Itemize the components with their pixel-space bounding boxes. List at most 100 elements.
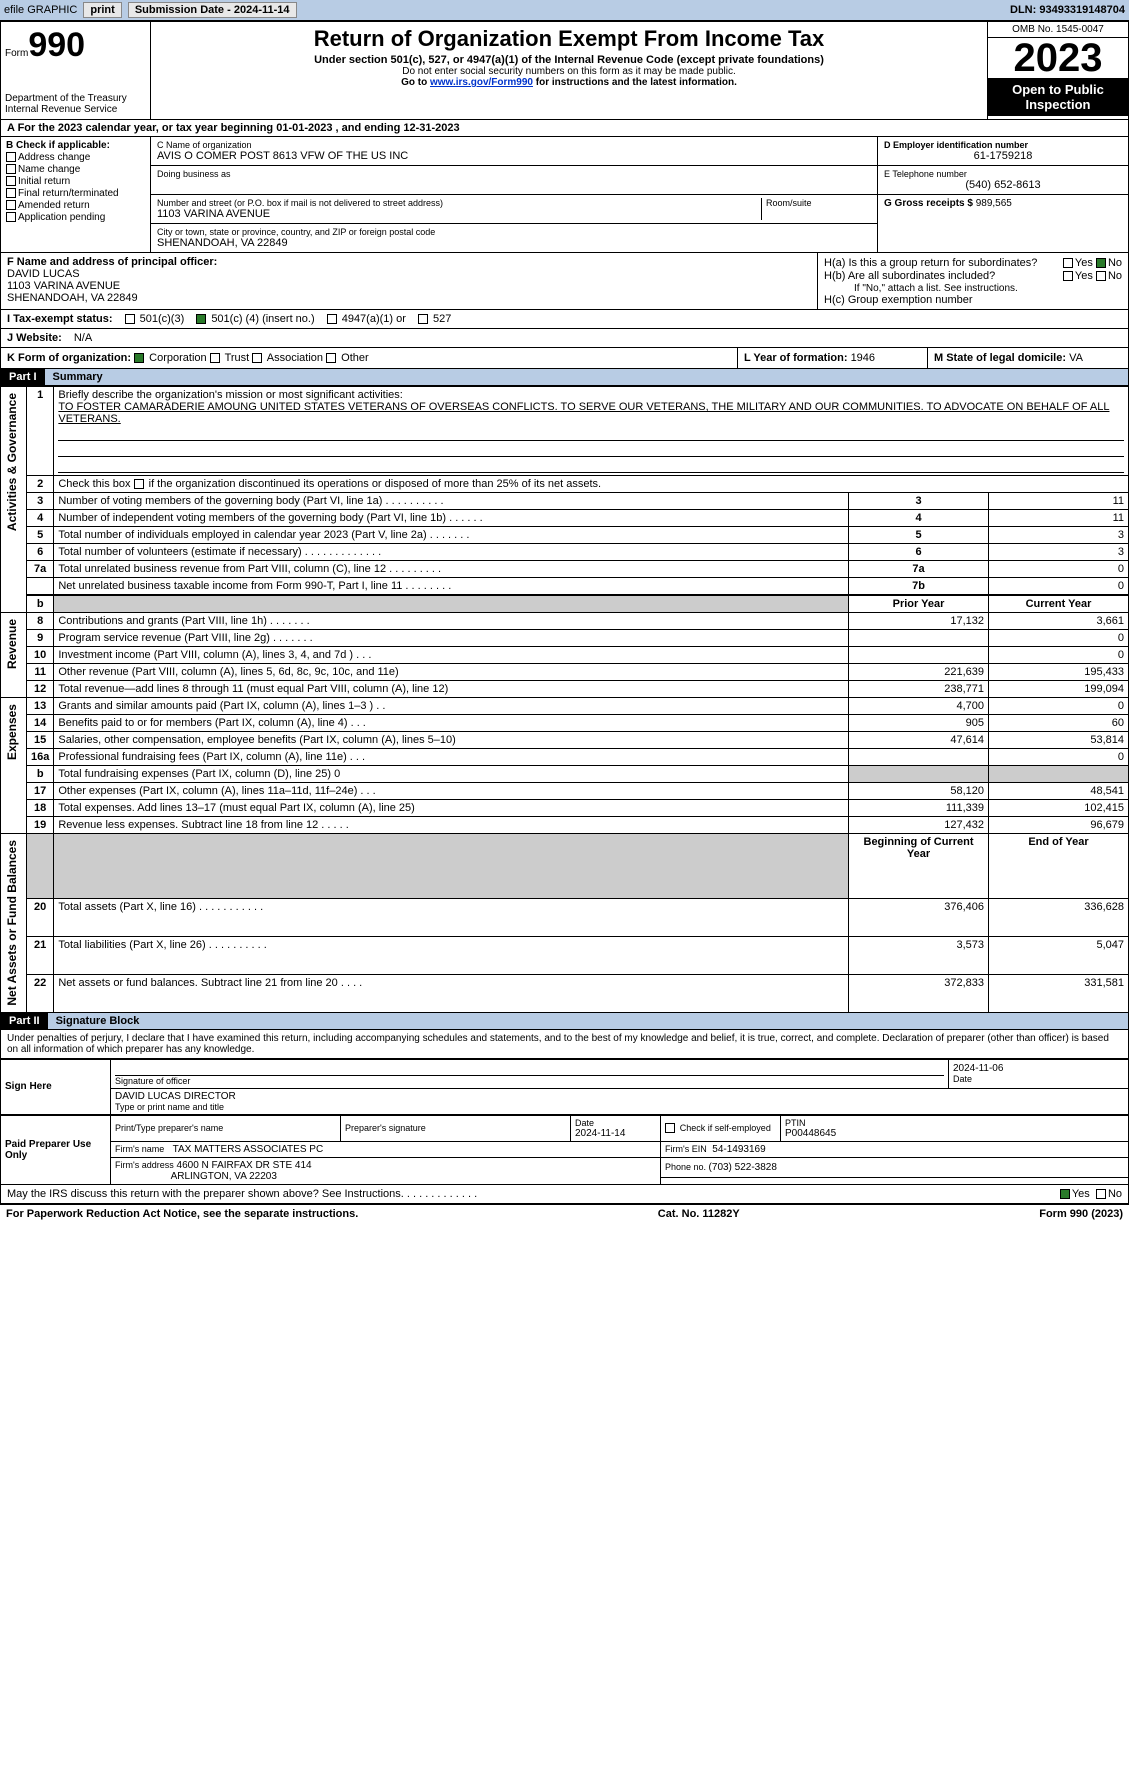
checkbox-icon[interactable] (6, 188, 16, 198)
sign-here-label: Sign Here (1, 1059, 111, 1114)
addr-label: Number and street (or P.O. box if mail i… (157, 198, 761, 208)
city-row: City or town, state or province, country… (151, 224, 877, 252)
dba-label: Doing business as (157, 169, 871, 179)
checkbox-icon[interactable] (326, 353, 336, 363)
addr: 1103 VARINA AVENUE (157, 208, 761, 220)
checkbox-icon[interactable] (6, 200, 16, 210)
checkbox-icon[interactable] (6, 164, 16, 174)
summary-table: Activities & Governance 1 Briefly descri… (0, 386, 1129, 1013)
top-bar: efile GRAPHIC print Submission Date - 20… (0, 0, 1129, 21)
ptin: P00448645 (785, 1128, 1124, 1139)
checkbox-icon[interactable] (125, 314, 135, 324)
org-name-label: C Name of organization (157, 140, 871, 150)
dept-label: Department of the Treasury Internal Reve… (5, 93, 146, 115)
checkbox-icon[interactable] (134, 479, 144, 489)
form-number: 990 (28, 26, 85, 64)
i-501c3: 501(c)(3) (140, 313, 185, 325)
k-trust: Trust (225, 352, 250, 364)
chk-label: Name change (18, 164, 80, 175)
k-label: K Form of organization: (7, 352, 131, 364)
city-label: City or town, state or province, country… (157, 227, 871, 237)
checkbox-icon[interactable] (252, 353, 262, 363)
ein-label: D Employer identification number (884, 140, 1122, 150)
submission-date-button[interactable]: Submission Date - 2024-11-14 (128, 2, 297, 18)
foot-left: For Paperwork Reduction Act Notice, see … (6, 1208, 358, 1220)
chk-label: Initial return (18, 176, 70, 187)
part2-title: Signature Block (48, 1013, 1128, 1029)
checkbox-icon[interactable] (6, 212, 16, 222)
l-label: L Year of formation: (744, 352, 851, 364)
ha-line: H(a) Is this a group return for subordin… (824, 257, 1122, 269)
checkbox-icon[interactable] (1096, 271, 1106, 281)
type-label: Type or print name and title (115, 1102, 1124, 1112)
header-mid: Return of Organization Exempt From Incom… (151, 22, 988, 119)
chk-pending: Application pending (6, 212, 145, 223)
f-label: F Name and address of principal officer: (7, 256, 811, 268)
city: SHENANDOAH, VA 22849 (157, 237, 871, 249)
note2-post: for instructions and the latest informat… (533, 77, 737, 88)
checkbox-icon[interactable] (418, 314, 428, 324)
part1-bar: Part I Summary (0, 369, 1129, 386)
checkbox-icon[interactable] (665, 1123, 675, 1133)
form-word: Form (5, 48, 28, 59)
side-exp: Expenses (5, 700, 19, 764)
row-a-begin: 01-01-2023 (276, 122, 332, 134)
firm-name-label: Firm's name (115, 1144, 164, 1154)
hb-label: H(b) Are all subordinates included? (824, 270, 995, 282)
no-label: No (1108, 1188, 1122, 1200)
checkbox-icon[interactable] (196, 314, 206, 324)
paid-label: Paid Preparer Use Only (1, 1115, 111, 1184)
phone: (703) 522-3828 (709, 1162, 777, 1173)
checkbox-icon[interactable] (327, 314, 337, 324)
paid-preparer-table: Paid Preparer Use Only Print/Type prepar… (0, 1115, 1129, 1185)
discuss-row: May the IRS discuss this return with the… (0, 1185, 1129, 1204)
row-i: I Tax-exempt status: 501(c)(3) 501(c) (4… (0, 310, 1129, 329)
submission-date-label: Submission Date - (135, 4, 234, 16)
tax-year: 2023 (988, 38, 1128, 78)
checkbox-icon[interactable] (6, 152, 16, 162)
print-button[interactable]: print (83, 2, 121, 18)
section-h: H(a) Is this a group return for subordin… (818, 253, 1128, 309)
note2-pre: Go to (401, 77, 430, 88)
dba-row: Doing business as (151, 166, 877, 195)
l2a: Check this box (58, 478, 133, 490)
checkbox-icon[interactable] (6, 176, 16, 186)
chk-label: Application pending (18, 212, 105, 223)
checkbox-icon[interactable] (1063, 271, 1073, 281)
hdr-curr: Current Year (989, 595, 1129, 613)
hb-line: H(b) Are all subordinates included? Yes … (824, 270, 1122, 282)
checkbox-icon[interactable] (1096, 1189, 1106, 1199)
mission-label: Briefly describe the organization's miss… (58, 389, 1124, 401)
checkbox-icon[interactable] (134, 353, 144, 363)
section-f: F Name and address of principal officer:… (1, 253, 818, 309)
checkbox-icon[interactable] (1063, 258, 1073, 268)
firm-addr-label: Firm's address (115, 1160, 174, 1170)
yes-label: Yes (1075, 270, 1093, 282)
hb-note: If "No," attach a list. See instructions… (854, 283, 1122, 294)
tel-label: E Telephone number (884, 169, 1122, 179)
checkbox-icon[interactable] (1096, 258, 1106, 268)
checkbox-icon[interactable] (210, 353, 220, 363)
self-label: Check if self-employed (680, 1123, 771, 1133)
officer-line: DAVID LUCAS DIRECTOR (115, 1091, 1124, 1102)
submission-date-value: 2024-11-14 (234, 4, 290, 16)
prep-name-label: Print/Type preparer's name (115, 1123, 336, 1133)
header-left: Form990 Department of the Treasury Inter… (1, 22, 151, 119)
dln: DLN: 93493319148704 (1010, 4, 1125, 16)
org-name-row: C Name of organization AVIS O COMER POST… (151, 137, 877, 166)
irs-link[interactable]: www.irs.gov/Form990 (430, 77, 533, 88)
mission-cell: Briefly describe the organization's miss… (54, 387, 1129, 476)
sign-here-table: Sign Here Signature of officer 2024-11-0… (0, 1059, 1129, 1115)
part1-label: Part I (1, 369, 45, 385)
i-501c-c: ) (insert no.) (255, 313, 314, 325)
i-527: 527 (433, 313, 451, 325)
section-c: C Name of organization AVIS O COMER POST… (151, 137, 878, 252)
firm-addr2: ARLINGTON, VA 22203 (171, 1171, 277, 1182)
row-j: J Website: N/A (0, 329, 1129, 348)
gross-row: G Gross receipts $ 989,565 (878, 195, 1128, 212)
section-b-label: B Check if applicable: (6, 140, 145, 151)
chk-amended: Amended return (6, 200, 145, 211)
foot-mid: Cat. No. 11282Y (658, 1208, 740, 1220)
checkbox-icon[interactable] (1060, 1189, 1070, 1199)
hdr-beg: Beginning of Current Year (849, 834, 989, 899)
